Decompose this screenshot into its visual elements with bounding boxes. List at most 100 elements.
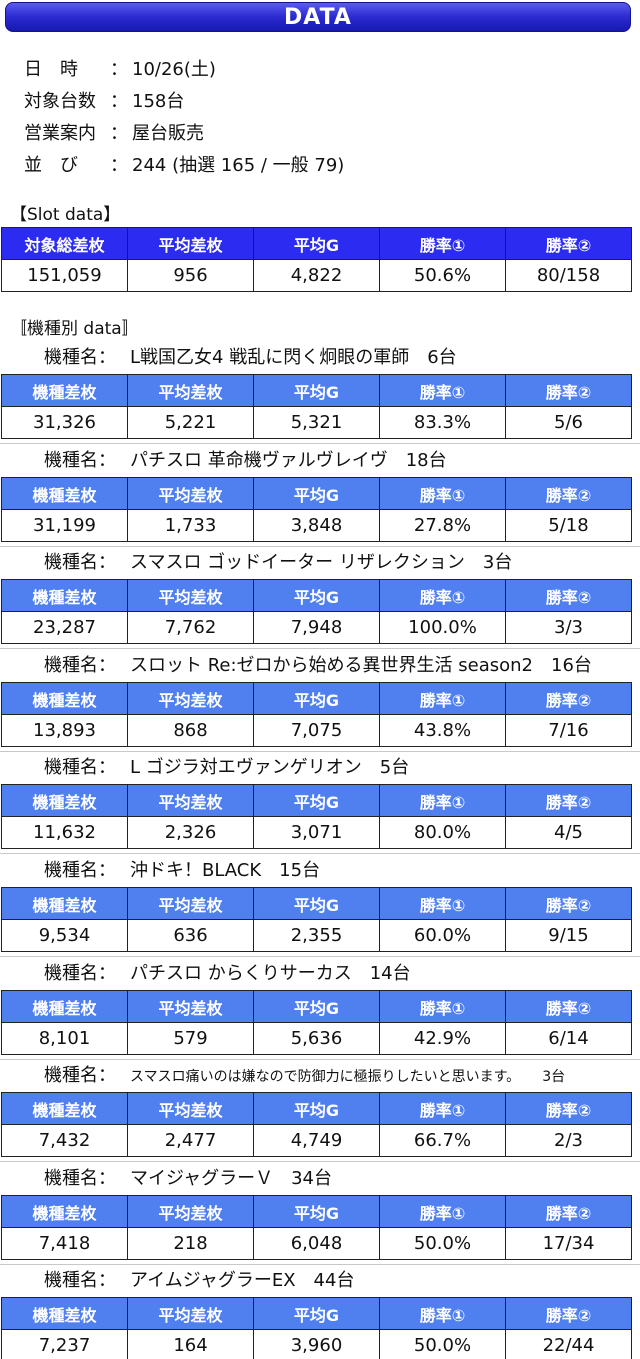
model-label: 機種名： (44, 757, 116, 778)
header-cell: 機種差枚 (1, 1092, 128, 1125)
header-cell: 対象総差枚 (1, 227, 128, 260)
header-cell: 平均G (253, 682, 380, 715)
model-count: 5台 (379, 757, 410, 778)
value-cell: 80.0% (379, 816, 506, 849)
info-label: 営業案内 (24, 123, 96, 144)
model-data-table: 機種差枚 平均差枚 平均G 勝率① 勝率② 8,101 579 5,636 42.9% 6/14 (1, 990, 632, 1055)
value-cell: 7,418 (1, 1227, 128, 1260)
value-cell: 50.6% (379, 259, 506, 292)
value-cell: 2,477 (127, 1124, 254, 1157)
header-cell: 機種差枚 (1, 887, 128, 920)
model-name: L ゴジラ対エヴァンゲリオン (130, 757, 362, 778)
header-cell: 平均G (253, 1297, 380, 1330)
header-cell: 勝率② (505, 1092, 632, 1125)
model-data-table: 機種差枚 平均差枚 平均G 勝率① 勝率② 7,418 218 6,048 50.0% 17/34 (1, 1195, 632, 1260)
header-cell: 勝率① (379, 887, 506, 920)
slot-data-table: 対象総差枚 平均差枚 平均G 勝率① 勝率② 151,059 956 4,822… (1, 227, 632, 292)
info-value: 244 (抽選 165 / 一般 79) (132, 155, 345, 176)
info-colon: ： (110, 155, 128, 176)
model-name: パチスロ からくりサーカス (130, 963, 352, 984)
value-cell: 7,762 (127, 611, 254, 644)
value-cell: 164 (127, 1329, 254, 1359)
table-row: 11,632 2,326 3,071 80.0% 4/5 (1, 816, 632, 849)
info-row-machines: 対象台数 ： 158台 (24, 84, 344, 116)
table-row: 7,237 164 3,960 50.0% 22/44 (1, 1329, 632, 1359)
model-label: 機種名： (44, 1270, 116, 1291)
model-name: スロット Re:ゼロから始める異世界生活 season2 (130, 655, 534, 676)
info-value: 屋台販売 (132, 123, 204, 144)
value-cell: 5,636 (253, 1022, 380, 1055)
table-header-row: 機種差枚 平均差枚 平均G 勝率① 勝率② (1, 477, 632, 510)
value-cell: 80/158 (505, 259, 632, 292)
header-cell: 勝率② (505, 227, 632, 260)
header-cell: 勝率① (379, 1195, 506, 1228)
data-banner: DATA (5, 2, 631, 32)
value-cell: 66.7% (379, 1124, 506, 1157)
value-cell: 31,326 (1, 406, 128, 439)
value-cell: 956 (127, 259, 254, 292)
value-cell: 218 (127, 1227, 254, 1260)
model-name-row: 機種名： パチスロ からくりサーカス 14台 (44, 959, 411, 985)
info-label: 並 び (24, 155, 78, 176)
model-name-row: 機種名： スロット Re:ゼロから始める異世界生活 season2 16台 (44, 651, 592, 677)
header-cell: 平均差枚 (127, 887, 254, 920)
value-cell: 4,822 (253, 259, 380, 292)
header-cell: 平均G (253, 1092, 380, 1125)
divider (0, 956, 640, 957)
value-cell: 100.0% (379, 611, 506, 644)
header-cell: 平均差枚 (127, 374, 254, 407)
value-cell: 7,237 (1, 1329, 128, 1359)
value-cell: 4,749 (253, 1124, 380, 1157)
info-colon: ： (110, 91, 128, 112)
header-cell: 平均G (253, 227, 380, 260)
value-cell: 6/14 (505, 1022, 632, 1055)
header-cell: 勝率① (379, 579, 506, 612)
info-row-business: 営業案内 ： 屋台販売 (24, 116, 344, 148)
header-cell: 平均G (253, 990, 380, 1023)
header-cell: 勝率② (505, 579, 632, 612)
info-colon: ： (110, 123, 128, 144)
value-cell: 7,075 (253, 714, 380, 747)
model-data-title: 〚機種別 data〛 (10, 319, 139, 339)
header-cell: 勝率② (505, 374, 632, 407)
value-cell: 22/44 (505, 1329, 632, 1359)
value-cell: 2,326 (127, 816, 254, 849)
value-cell: 5,321 (253, 406, 380, 439)
model-count: 16台 (551, 655, 592, 676)
model-name-row: 機種名： スマスロ ゴッドイーター リザレクション 3台 (44, 548, 512, 574)
header-cell: 平均G (253, 374, 380, 407)
model-data-table: 機種差枚 平均差枚 平均G 勝率① 勝率② 13,893 868 7,075 43.8% 7/16 (1, 682, 632, 747)
model-name-row: 機種名： パチスロ 革命機ヴァルヴレイヴ 18台 (44, 446, 447, 472)
value-cell: 83.3% (379, 406, 506, 439)
header-cell: 平均差枚 (127, 784, 254, 817)
value-cell: 579 (127, 1022, 254, 1055)
value-cell: 43.8% (379, 714, 506, 747)
table-row: 23,287 7,762 7,948 100.0% 3/3 (1, 611, 632, 644)
value-cell: 42.9% (379, 1022, 506, 1055)
model-name-row: 機種名： L ゴジラ対エヴァンゲリオン 5台 (44, 753, 409, 779)
header-cell: 機種差枚 (1, 477, 128, 510)
model-name: L戦国乙女4 戦乱に閃く炯眼の軍師 (130, 347, 410, 368)
header-cell: 勝率② (505, 1297, 632, 1330)
info-colon: ： (110, 59, 128, 80)
model-count: 14台 (369, 963, 411, 984)
model-count: 3台 (542, 1069, 566, 1085)
divider (0, 1161, 640, 1162)
value-cell: 11,632 (1, 816, 128, 849)
info-value: 10/26(土) (132, 59, 216, 80)
header-cell: 平均G (253, 579, 380, 612)
header-cell: 勝率① (379, 477, 506, 510)
header-cell: 機種差枚 (1, 374, 128, 407)
value-cell: 60.0% (379, 919, 506, 952)
info-label: 対象台数 (24, 91, 96, 112)
table-header-row: 機種差枚 平均差枚 平均G 勝率① 勝率② (1, 682, 632, 715)
model-label: 機種名： (44, 450, 116, 471)
value-cell: 9,534 (1, 919, 128, 952)
table-header-row: 機種差枚 平均差枚 平均G 勝率① 勝率② (1, 1195, 632, 1228)
model-name-row: 機種名： マイジャグラーＶ 34台 (44, 1164, 332, 1190)
value-cell: 31,199 (1, 509, 128, 542)
value-cell: 5/18 (505, 509, 632, 542)
model-count: 18台 (405, 450, 447, 471)
table-header-row: 機種差枚 平均差枚 平均G 勝率① 勝率② (1, 1297, 632, 1330)
value-cell: 3,848 (253, 509, 380, 542)
